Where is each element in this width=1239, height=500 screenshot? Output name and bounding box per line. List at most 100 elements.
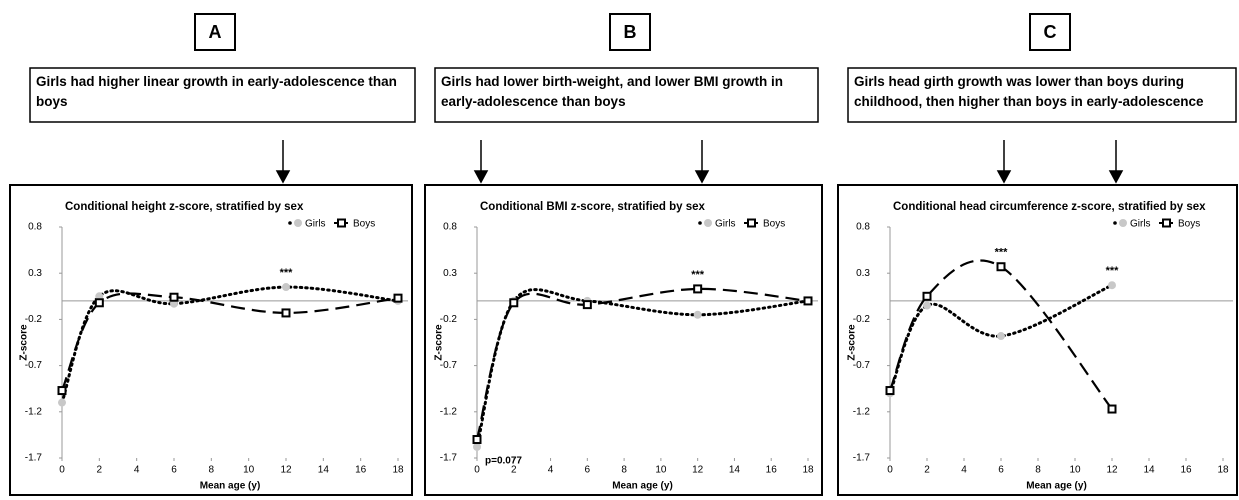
x-tick-label: 10 [243,465,255,476]
boys-marker [509,298,519,308]
arrows [275,140,1124,184]
boys-marker [57,386,67,396]
finding-box [434,67,819,123]
x-axis-label: Mean age (y) [612,481,673,492]
y-tick-label: -1.7 [440,453,458,464]
y-axis-label: Z-score [847,324,858,361]
panel-label: A [209,22,222,42]
series-line [888,259,1113,410]
y-tick-label: 0.8 [856,222,870,233]
y-tick-label: 0.3 [28,268,42,279]
arrow-head [694,170,710,184]
boys-marker [996,262,1006,272]
finding-wrap: Girls head girth growth was lower than b… [854,74,1204,109]
chart-box [9,184,413,496]
girls-marker [473,442,481,451]
x-tick-label: 18 [1217,465,1229,476]
finding-wrap: Girls had higher linear growth in early-… [36,74,397,109]
y-tick-label: 0.3 [443,268,457,279]
chart-box [424,184,823,496]
x-tick-label: 8 [621,465,627,476]
x-tick-label: 10 [1069,465,1081,476]
boys-marker [922,291,932,301]
chart-title: Conditional height z-score, stratified b… [65,201,304,213]
girls-marker [693,310,702,319]
x-axis-label: Mean age (y) [1026,481,1087,492]
legend-dot [288,221,292,225]
annotation: *** [691,269,705,281]
finding-text: Girls had lower birth-weight, and lower … [441,74,784,109]
y-tick-label: 0.3 [856,268,870,279]
x-axis-label: Mean age (y) [200,481,261,492]
x-tick-label: 12 [1106,465,1118,476]
legend-label: Boys [1178,219,1200,230]
legend-label: Girls [1130,219,1151,230]
y-tick-label: -1.2 [25,406,43,417]
annotation: *** [280,267,294,279]
arrow-head [275,170,291,184]
boys-marker [169,292,179,302]
panel-box [609,13,651,51]
annotation: *** [1106,265,1120,277]
legend-marker [1162,218,1171,228]
x-tick-label: 12 [280,465,292,476]
x-tick-label: 16 [355,465,367,476]
x-tick-label: 4 [961,465,967,476]
panel-box [1029,13,1071,51]
girls-marker [58,398,66,407]
y-tick-label: -0.7 [25,360,43,371]
chart-title: Conditional BMI z-score, stratified by s… [480,201,706,213]
x-tick-label: 18 [802,465,814,476]
finding-box [847,67,1237,123]
y-tick-label: -0.2 [853,314,871,325]
finding-text: Girls had higher linear growth in early-… [36,74,397,109]
girls-marker [923,301,931,310]
arrow-head [1108,170,1124,184]
chart-box [837,184,1238,496]
x-tick-label: 6 [171,465,177,476]
x-tick-label: 2 [924,465,930,476]
boys-marker [693,284,703,294]
boys-marker [94,298,104,308]
x-tick-label: 10 [655,465,667,476]
legend-label: Girls [715,219,736,230]
boys-marker [885,386,895,396]
boys-marker [393,293,403,303]
x-tick-label: 16 [766,465,778,476]
boys-marker [281,308,291,318]
arrow-head [996,170,1012,184]
x-tick-label: 4 [548,465,554,476]
legend-marker [1119,219,1127,227]
x-tick-label: 2 [97,465,103,476]
panel-label: B [624,22,637,42]
boys-marker [472,435,482,445]
x-tick-label: 14 [1143,465,1155,476]
x-tick-label: 12 [692,465,704,476]
y-axis-label: Z-score [19,324,30,361]
panel-box [194,13,236,51]
x-tick-label: 4 [134,465,140,476]
arrow-head [473,170,489,184]
x-tick-label: 0 [474,465,480,476]
legend-marker [704,219,712,227]
boys-marker [582,300,592,310]
x-tick-label: 6 [585,465,591,476]
finding-box [29,67,416,123]
annotation: p=0.077 [485,456,522,467]
x-tick-label: 16 [1180,465,1192,476]
y-tick-label: -0.7 [853,360,871,371]
y-axis-label: Z-score [434,324,445,361]
legend-marker [747,218,756,228]
finding-wrap: Girls had lower birth-weight, and lower … [441,74,784,109]
finding-text: Girls head girth growth was lower than b… [854,74,1204,109]
legend-marker [294,219,302,227]
y-tick-label: 0.8 [443,222,457,233]
y-tick-label: -0.7 [440,360,458,371]
x-tick-label: 14 [729,465,741,476]
girls-marker [1108,281,1116,290]
legend-label: Boys [763,219,785,230]
boys-marker [1107,404,1117,414]
legend-dot [1113,221,1117,225]
y-tick-label: 0.8 [28,222,42,233]
